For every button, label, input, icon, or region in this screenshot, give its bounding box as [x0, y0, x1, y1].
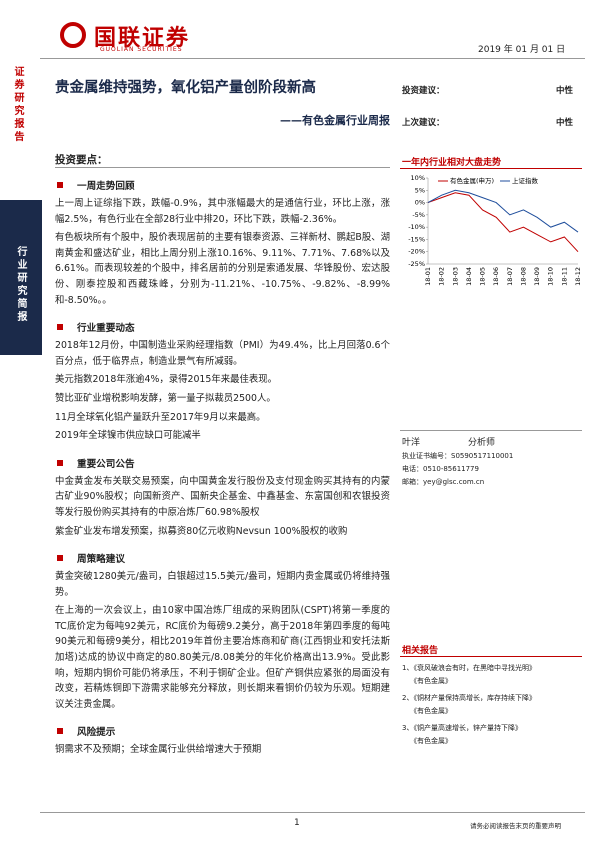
- analyst-cert: 执业证书编号：S0590517110001: [402, 452, 514, 460]
- analyst-role: 分析师: [468, 438, 496, 448]
- x-tick-label: 18-08: [519, 267, 527, 286]
- logo-en: GUOLIAN SECURITIES: [100, 46, 183, 53]
- related-item: 1、《衰风破浪会有时，在黑暗中寻找光明》: [402, 664, 536, 672]
- sidebar-box: [0, 200, 42, 355]
- x-tick-label: 18-04: [465, 267, 473, 286]
- y-tick-label: -5%: [412, 211, 425, 219]
- x-tick-label: 18-05: [479, 267, 487, 286]
- sidebar-label: 证券研究报告: [12, 66, 23, 144]
- section: 一周走势回顾上一周上证综指下跌，跌幅-0.9%，其中涨幅最大的是通信行业，环比上…: [55, 178, 390, 308]
- chart: 10% 5% 0% -5% -10% -15% -20% -25%18-01 18-02 18-0…: [408, 174, 582, 286]
- prev-rating: 中性: [556, 118, 574, 128]
- date: 2019 年 01 月 01 日: [478, 45, 566, 55]
- x-tick-label: 18-06: [492, 267, 500, 286]
- section-heading: 一周走势回顾: [55, 178, 390, 192]
- related-title: 相关报告: [402, 646, 439, 656]
- section-heading: 风险提示: [55, 724, 390, 738]
- section-heading: 重要公司公告: [55, 456, 390, 470]
- chart-rule: [400, 168, 582, 169]
- y-tick-label: -25%: [408, 260, 425, 268]
- paragraph: 赞比亚矿业增税影响发酵，第一量子拟裁员2500人。: [55, 392, 276, 404]
- series-line: [427, 189, 579, 233]
- related-source: 《有色金属》: [410, 677, 452, 685]
- paragraph: 黄金突破1280美元/盎司，白银超过15.5美元/盎司，短期内贵金属或仍将维持强…: [55, 571, 390, 598]
- related-list: 1、《衰风破浪会有时，在黑暗中寻找光明》《有色金属》 2、《铜材产量保持高增长，库…: [402, 663, 582, 753]
- y-tick-label: 10%: [411, 174, 425, 182]
- analyst-rule: [400, 430, 582, 431]
- related-rule: [400, 656, 582, 657]
- rating: 中性: [556, 86, 574, 96]
- sidebar-box-label: 行业研究简报: [15, 246, 26, 324]
- section-heading: 周策略建议: [55, 551, 390, 565]
- analyst-name: 叶洋: [402, 438, 421, 448]
- y-tick-label: 5%: [415, 186, 425, 194]
- paragraph: 2018年12月份，中国制造业采购经理指数（PMI）为49.4%，比上月回落0.…: [55, 340, 390, 367]
- legend-label: 有色金属(申万): [450, 176, 494, 185]
- x-tick-label: 18-02: [438, 267, 446, 286]
- footer-rule: [40, 812, 585, 813]
- summary-title: 投资要点：: [55, 154, 108, 166]
- related-source: 《有色金属》: [410, 737, 452, 745]
- page-number: 1: [294, 818, 300, 828]
- related-item: 2、《铜材产量保持高增长，库存持续下降》: [402, 694, 536, 702]
- section-heading: 行业重要动态: [55, 320, 390, 334]
- section: 重要公司公告中金黄金发布关联交易预案，向中国黄金发行股份及支付现金购买其持有的内…: [55, 456, 390, 539]
- x-tick-label: 18-01: [424, 267, 432, 286]
- paragraph: 铜需求不及预期；全球金属行业供给增速大于预期: [55, 744, 262, 756]
- section: 行业重要动态 2018年12月份，中国制造业采购经理指数（PMI）为49.4%，比…: [55, 320, 390, 444]
- paragraph: 11月全球氧化铝产量跃升至2017年9月以来最高。: [55, 411, 266, 423]
- paragraph: 2019年全球镍市供应缺口可能减半: [55, 430, 201, 442]
- related-source: 《有色金属》: [410, 707, 452, 715]
- paragraph: 有色板块所有个股中，股价表现居前的主要有银泰资源、三祥新材、鹏起B股、湖南黄金和…: [55, 232, 390, 306]
- prev-rating-label: 上次建议：: [402, 118, 445, 128]
- y-tick-label: -10%: [408, 223, 425, 231]
- x-tick-label: 18-10: [547, 267, 555, 286]
- related-item: 3、《铜产量高速增长，锌产量持下降》: [402, 724, 522, 732]
- subtitle: ——有色金属行业周报: [280, 114, 390, 127]
- x-tick-label: 18-12: [574, 267, 582, 286]
- footer-notice: 请务必阅读报告末页的重要声明: [470, 822, 561, 830]
- title: 贵金属维持强势，氧化铝产量创阶段新高: [55, 80, 316, 96]
- section: 周策略建议黄金突破1280美元/盎司，白银超过15.5美元/盎司，短期内贵金属或…: [55, 551, 390, 712]
- body: 一周走势回顾上一周上证综指下跌，跌幅-0.9%，其中涨幅最大的是通信行业，环比上…: [55, 172, 390, 770]
- y-tick-label: -15%: [408, 235, 425, 243]
- y-tick-label: 0%: [415, 199, 425, 207]
- x-tick-label: 18-11: [560, 267, 568, 286]
- chart-title: 一年内行业相对大盘走势: [402, 158, 502, 168]
- x-tick-label: 18-07: [506, 267, 514, 286]
- paragraph: 紫金矿业发布增发预案，拟募资80亿元收购Nevsun 100%股权的收购: [55, 525, 348, 537]
- analyst-email: 邮箱：yey@glsc.com.cn: [402, 478, 485, 486]
- section: 风险提示铜需求不及预期；全球金属行业供给增速大于预期: [55, 724, 390, 758]
- paragraph: 上一周上证综指下跌，跌幅-0.9%，其中涨幅最大的是通信行业，环比上涨，涨幅2.…: [55, 198, 390, 225]
- rating-label: 投资建议：: [402, 86, 445, 96]
- logo: 国联证券: [94, 26, 191, 51]
- paragraph: 在上海的一次会议上，由10家中国冶炼厂组成的采购团队(CSPT)将第一季度的TC…: [55, 605, 390, 710]
- paragraph: 美元指数2018年涨逾4%，录得2015年来最佳表现。: [55, 374, 277, 386]
- logo-mark: [60, 22, 86, 48]
- header-rule: [40, 58, 585, 59]
- paragraph: 中金黄金发布关联交易预案，向中国黄金发行股份及支付现金购买其持有的内蒙古矿业90…: [55, 475, 390, 518]
- legend-label: 上证指数: [512, 176, 539, 185]
- analyst-phone: 电话：0510-85611779: [402, 465, 479, 473]
- section-rule: [55, 167, 390, 168]
- series-line: [427, 192, 579, 253]
- x-tick-label: 18-03: [451, 267, 459, 286]
- x-tick-label: 18-09: [533, 267, 541, 286]
- y-tick-label: -20%: [408, 248, 425, 256]
